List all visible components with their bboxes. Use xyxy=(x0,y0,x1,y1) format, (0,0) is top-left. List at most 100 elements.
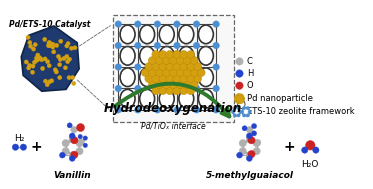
Circle shape xyxy=(190,69,198,77)
Circle shape xyxy=(162,57,170,64)
Circle shape xyxy=(236,70,243,77)
Circle shape xyxy=(159,87,167,95)
Circle shape xyxy=(152,87,160,95)
Circle shape xyxy=(239,96,245,101)
Circle shape xyxy=(190,81,198,89)
Circle shape xyxy=(51,42,55,46)
Circle shape xyxy=(47,41,51,45)
Circle shape xyxy=(194,75,202,83)
Circle shape xyxy=(176,69,184,77)
Circle shape xyxy=(69,136,76,143)
Circle shape xyxy=(234,97,239,102)
Circle shape xyxy=(69,152,76,159)
Circle shape xyxy=(26,66,31,70)
Circle shape xyxy=(183,57,191,64)
FancyArrowPatch shape xyxy=(115,84,229,116)
Circle shape xyxy=(141,69,149,77)
Circle shape xyxy=(213,85,219,92)
Ellipse shape xyxy=(198,25,213,44)
Circle shape xyxy=(236,93,241,99)
Circle shape xyxy=(173,75,181,83)
Circle shape xyxy=(239,110,242,113)
Ellipse shape xyxy=(179,46,194,65)
Circle shape xyxy=(193,21,200,27)
Circle shape xyxy=(67,123,72,128)
Circle shape xyxy=(135,21,141,27)
Circle shape xyxy=(166,87,174,95)
Ellipse shape xyxy=(242,108,250,116)
Circle shape xyxy=(246,114,250,117)
Circle shape xyxy=(183,69,191,77)
Ellipse shape xyxy=(120,89,135,108)
Circle shape xyxy=(31,47,35,51)
Ellipse shape xyxy=(159,25,174,44)
Text: O: O xyxy=(247,81,254,90)
Circle shape xyxy=(255,139,261,145)
Ellipse shape xyxy=(179,25,194,44)
Circle shape xyxy=(169,81,177,89)
Ellipse shape xyxy=(159,89,174,108)
Circle shape xyxy=(162,69,170,77)
Circle shape xyxy=(247,156,252,161)
Circle shape xyxy=(154,42,161,49)
Circle shape xyxy=(51,45,55,49)
Circle shape xyxy=(52,50,56,54)
Text: +: + xyxy=(30,140,42,154)
Circle shape xyxy=(159,75,167,83)
Circle shape xyxy=(239,148,247,155)
Circle shape xyxy=(174,64,180,70)
Circle shape xyxy=(152,50,160,58)
Circle shape xyxy=(174,85,180,92)
Circle shape xyxy=(145,63,153,70)
Circle shape xyxy=(236,99,241,104)
Circle shape xyxy=(57,63,62,67)
Circle shape xyxy=(135,85,141,92)
Ellipse shape xyxy=(140,46,154,65)
Circle shape xyxy=(253,139,260,147)
Circle shape xyxy=(48,80,52,84)
Circle shape xyxy=(169,69,177,77)
Text: Pd/ETS-10 Catalyst: Pd/ETS-10 Catalyst xyxy=(9,20,90,29)
Circle shape xyxy=(174,107,180,113)
Circle shape xyxy=(66,60,70,64)
Circle shape xyxy=(83,136,87,140)
Circle shape xyxy=(162,81,170,89)
Text: Pd/TiOₓ interface: Pd/TiOₓ interface xyxy=(141,121,206,130)
Circle shape xyxy=(237,106,240,110)
Ellipse shape xyxy=(233,108,240,116)
Circle shape xyxy=(148,69,156,77)
Circle shape xyxy=(213,107,219,113)
Circle shape xyxy=(213,64,219,70)
Circle shape xyxy=(38,56,42,60)
Circle shape xyxy=(242,106,246,110)
Circle shape xyxy=(174,42,180,49)
Circle shape xyxy=(152,63,160,70)
Circle shape xyxy=(154,64,161,70)
Text: Vanillin: Vanillin xyxy=(54,171,91,180)
Circle shape xyxy=(234,95,239,100)
Circle shape xyxy=(247,126,253,133)
Ellipse shape xyxy=(140,89,154,108)
Circle shape xyxy=(302,147,308,153)
Circle shape xyxy=(180,75,188,83)
Circle shape xyxy=(305,141,315,150)
Circle shape xyxy=(251,131,257,136)
Circle shape xyxy=(166,75,174,83)
Circle shape xyxy=(76,124,85,132)
Circle shape xyxy=(246,152,253,159)
Circle shape xyxy=(46,43,50,48)
Circle shape xyxy=(24,60,28,64)
Circle shape xyxy=(155,69,163,77)
Text: C: C xyxy=(247,57,253,66)
Circle shape xyxy=(187,75,195,83)
Circle shape xyxy=(231,110,235,113)
Text: H: H xyxy=(247,69,253,78)
Circle shape xyxy=(253,148,260,155)
Ellipse shape xyxy=(179,89,194,108)
Circle shape xyxy=(76,148,83,155)
Circle shape xyxy=(241,110,244,113)
Circle shape xyxy=(58,75,62,80)
Circle shape xyxy=(35,58,39,62)
Circle shape xyxy=(159,63,167,70)
Circle shape xyxy=(78,134,82,139)
